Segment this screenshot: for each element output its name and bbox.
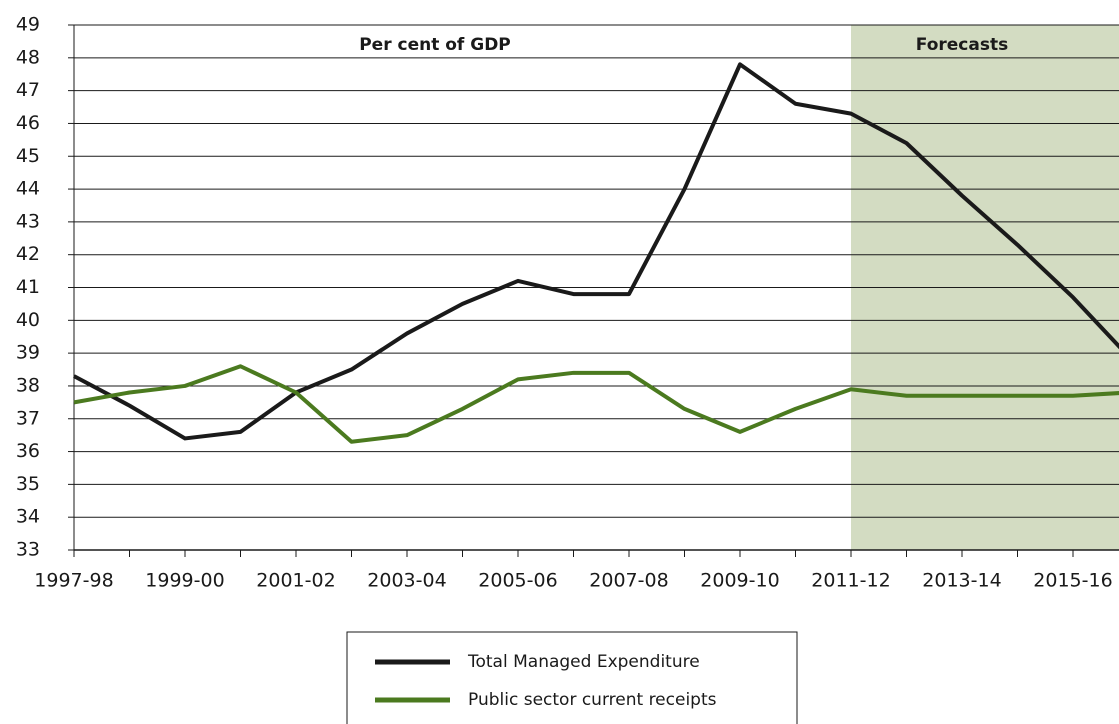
y-tick-label: 33 (16, 539, 40, 561)
legend-label: Public sector current receipts (468, 690, 717, 710)
y-tick-label: 48 (16, 46, 40, 68)
x-tick-label: 2005-06 (478, 570, 557, 592)
y-tick-label: 41 (16, 276, 40, 298)
legend-label: Total Managed Expenditure (467, 652, 700, 672)
y-tick-label: 43 (16, 210, 40, 232)
legend-box (346, 631, 798, 724)
series-line (73, 364, 1119, 444)
y-tick-label: 44 (16, 178, 40, 200)
y-tick-label: 34 (16, 506, 40, 528)
y-tick-label: 47 (16, 79, 40, 101)
x-tick-label: 2011-12 (811, 570, 890, 592)
x-tick-label: 2003-04 (367, 570, 446, 592)
y-tick-label: 35 (16, 473, 40, 495)
y-tick-label: 45 (16, 145, 40, 167)
x-tick-label: 1997-98 (34, 570, 113, 592)
y-tick-label: 39 (16, 342, 40, 364)
y-tick-label: 38 (16, 374, 40, 396)
x-tick-label: 2001-02 (256, 570, 335, 592)
annotation: Per cent of GDP (359, 35, 511, 55)
series-line (73, 62, 1119, 441)
y-tick-label: 37 (16, 407, 40, 429)
x-tick-label: 2009-10 (700, 570, 779, 592)
x-tick-label: 2007-08 (589, 570, 668, 592)
y-tick-label: 40 (16, 309, 40, 331)
x-tick-label: 2015-16 (1033, 570, 1112, 592)
annotation: Forecasts (916, 35, 1008, 55)
y-tick-label: 49 (16, 14, 40, 36)
y-tick-label: 36 (16, 440, 40, 462)
x-tick-label: 1999-00 (145, 570, 224, 592)
y-tick-label: 46 (16, 112, 40, 134)
x-tick-label: 2013-14 (922, 570, 1001, 592)
y-tick-label: 42 (16, 243, 40, 265)
